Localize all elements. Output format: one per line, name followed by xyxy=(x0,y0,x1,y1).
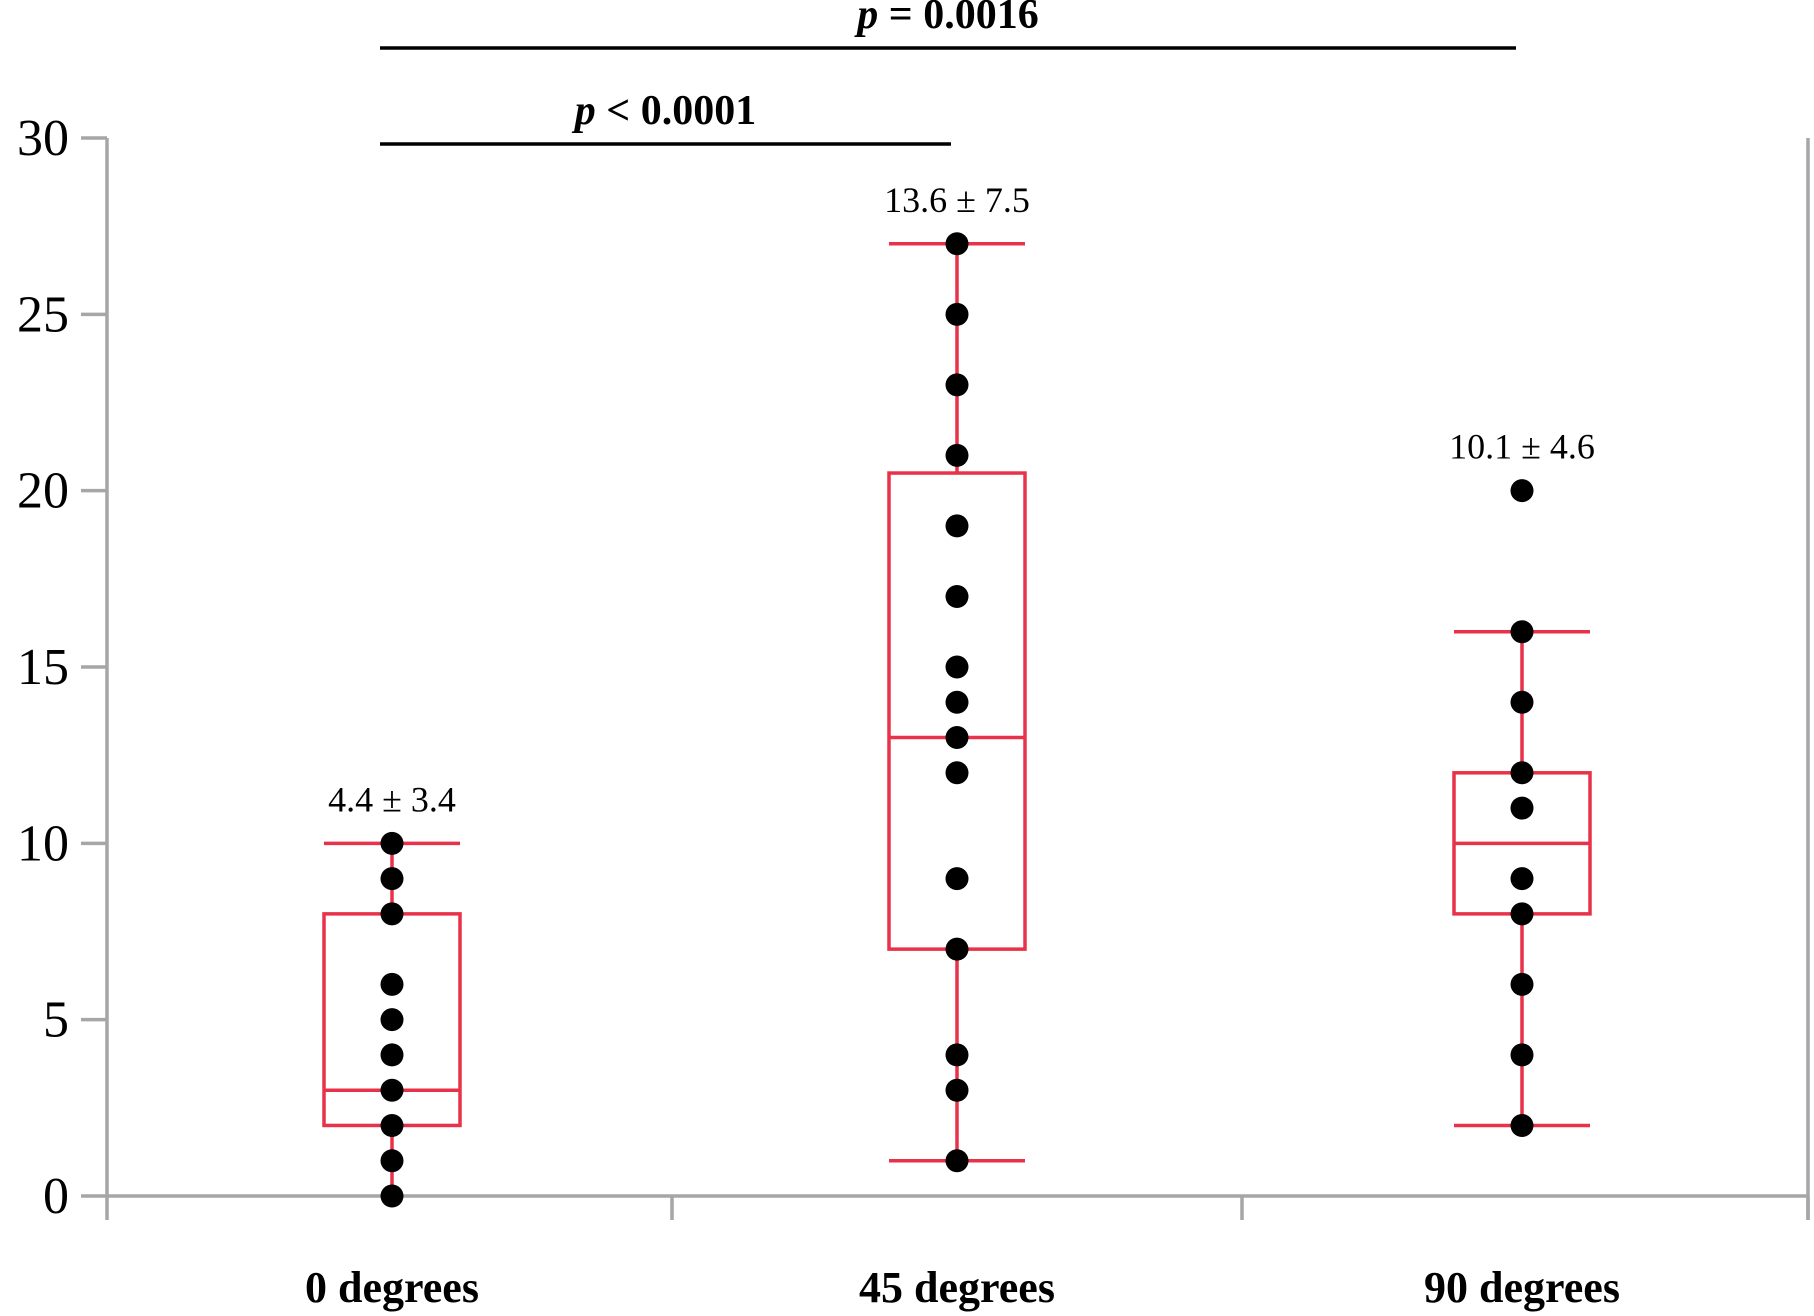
x-category-label: 90 degrees xyxy=(1424,1263,1620,1312)
y-ticks: 0 5 10 15 20 25 30 xyxy=(17,110,107,1225)
significance-label: p = 0.0016 xyxy=(854,0,1038,38)
p-symbol: p xyxy=(572,88,596,134)
data-point xyxy=(1510,761,1534,785)
data-point xyxy=(1510,972,1534,996)
data-point xyxy=(1510,867,1534,891)
data-point xyxy=(380,902,404,926)
y-tick-label: 30 xyxy=(17,110,69,167)
group-summary-label: 4.4 ± 3.4 xyxy=(328,779,456,819)
box-group xyxy=(1452,479,1592,1137)
data-point xyxy=(380,831,404,855)
data-point xyxy=(945,1078,969,1102)
p-symbol: p xyxy=(854,0,878,38)
data-point xyxy=(945,373,969,397)
data-point xyxy=(945,761,969,785)
data-point xyxy=(1510,479,1534,503)
y-tick-label: 0 xyxy=(43,1168,69,1225)
data-point xyxy=(945,584,969,608)
data-point xyxy=(380,972,404,996)
y-tick-label: 20 xyxy=(17,463,69,520)
group-summary-labels: 4.4 ± 3.4 13.6 ± 7.5 10.1 ± 4.6 xyxy=(328,180,1595,820)
data-point xyxy=(945,232,969,256)
data-point xyxy=(1510,902,1534,926)
data-point xyxy=(1510,1113,1534,1137)
data-point xyxy=(945,655,969,679)
group-summary-label: 13.6 ± 7.5 xyxy=(884,180,1030,220)
x-category-label: 45 degrees xyxy=(859,1263,1055,1312)
data-point xyxy=(945,1043,969,1067)
data-point xyxy=(945,726,969,750)
y-tick-label: 10 xyxy=(17,815,69,872)
data-point xyxy=(1510,1043,1534,1067)
data-point xyxy=(1510,690,1534,714)
data-point xyxy=(945,302,969,326)
x-ticks: 0 degrees 45 degrees 90 degrees xyxy=(105,1196,1810,1312)
data-point xyxy=(380,1008,404,1032)
data-point xyxy=(945,937,969,961)
data-point xyxy=(1510,796,1534,820)
box-group xyxy=(887,232,1027,1173)
data-point xyxy=(1510,620,1534,644)
data-point xyxy=(380,1078,404,1102)
data-point xyxy=(380,1149,404,1173)
data-point xyxy=(380,1184,404,1208)
y-tick-label: 25 xyxy=(17,286,69,343)
significance-label: p < 0.0001 xyxy=(572,88,756,134)
box-group xyxy=(322,831,462,1208)
group-summary-label: 10.1 ± 4.6 xyxy=(1449,427,1595,467)
p-value-text: < 0.0001 xyxy=(596,88,756,134)
y-tick-label: 15 xyxy=(17,639,69,696)
x-category-label: 0 degrees xyxy=(305,1263,479,1312)
y-tick-label: 5 xyxy=(43,992,69,1049)
data-point xyxy=(945,867,969,891)
data-point xyxy=(945,690,969,714)
data-point xyxy=(380,867,404,891)
data-point xyxy=(380,1043,404,1067)
data-point xyxy=(945,514,969,538)
box-groups xyxy=(322,232,1592,1208)
data-point xyxy=(945,443,969,467)
data-point xyxy=(380,1113,404,1137)
data-point xyxy=(945,1149,969,1173)
p-value-text: = 0.0016 xyxy=(878,0,1038,38)
